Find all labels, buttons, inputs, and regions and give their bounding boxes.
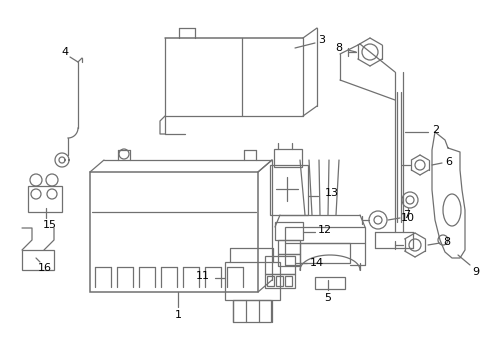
Text: 7: 7 — [403, 210, 410, 220]
Bar — [278, 240, 300, 254]
Text: 12: 12 — [318, 225, 332, 235]
Text: 9: 9 — [472, 267, 479, 277]
Bar — [285, 227, 365, 243]
Bar — [300, 243, 350, 263]
Text: 8: 8 — [335, 43, 342, 53]
Bar — [275, 222, 303, 240]
Text: 4: 4 — [61, 47, 69, 57]
Text: 10: 10 — [401, 213, 415, 223]
Text: 2: 2 — [432, 125, 439, 135]
Bar — [267, 276, 274, 286]
Bar — [90, 172, 258, 292]
Bar — [265, 274, 295, 288]
Bar — [315, 277, 345, 289]
Bar — [285, 276, 292, 286]
Text: 15: 15 — [43, 220, 57, 230]
Text: 8: 8 — [443, 237, 450, 247]
Bar — [278, 254, 300, 266]
Text: 14: 14 — [310, 258, 324, 268]
Text: 5: 5 — [324, 293, 332, 303]
Bar — [22, 250, 54, 270]
Bar — [276, 276, 283, 286]
Bar — [270, 165, 308, 215]
Text: 11: 11 — [196, 271, 210, 281]
Text: 6: 6 — [445, 157, 452, 167]
Bar — [28, 186, 62, 212]
Text: 1: 1 — [174, 310, 181, 320]
Bar — [274, 149, 302, 167]
Text: 13: 13 — [325, 188, 339, 198]
Bar — [233, 300, 271, 322]
Bar — [225, 262, 280, 300]
Text: 16: 16 — [38, 263, 52, 273]
Text: 3: 3 — [318, 35, 325, 45]
Bar — [265, 256, 295, 274]
